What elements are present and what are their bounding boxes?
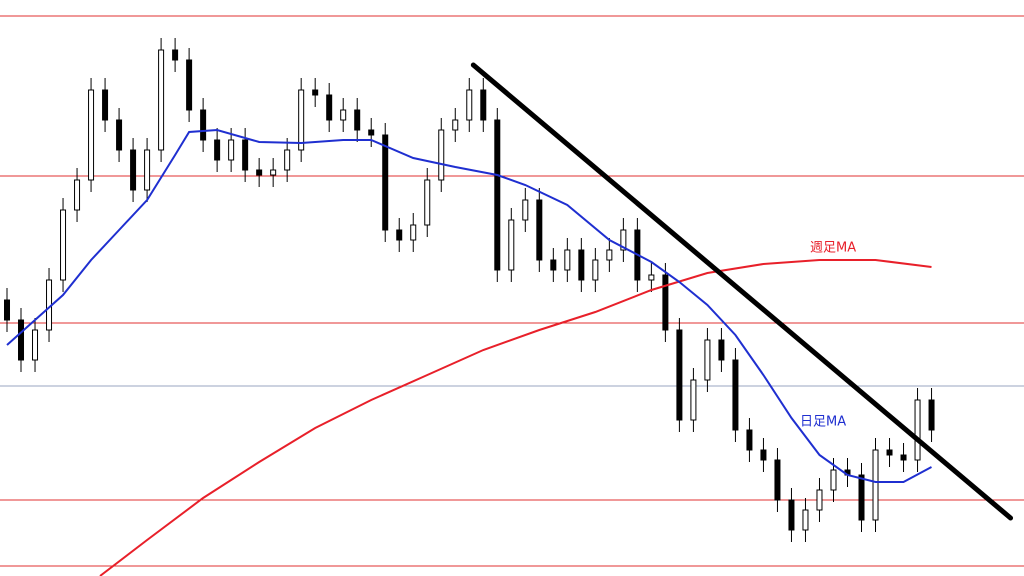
- candle-body: [774, 459, 781, 501]
- candle-body: [522, 199, 529, 221]
- candle-body: [410, 224, 417, 241]
- candle-body: [802, 509, 809, 531]
- candle-body: [928, 399, 935, 431]
- candle-body: [830, 469, 837, 491]
- candle-body: [718, 339, 725, 361]
- candle-body: [592, 259, 599, 281]
- candle-body: [32, 329, 39, 361]
- candle-body: [704, 339, 711, 381]
- candle-body: [648, 274, 655, 281]
- candle-body: [18, 319, 25, 361]
- candle-body: [130, 149, 137, 191]
- candle-body: [242, 139, 249, 171]
- moving-average-line: [99, 259, 932, 576]
- candle-body: [200, 109, 207, 141]
- candle-body: [284, 149, 291, 171]
- candle-body: [60, 209, 67, 281]
- candle-body: [438, 129, 445, 181]
- candle-body: [508, 219, 515, 271]
- candle-body: [158, 49, 165, 151]
- candle-body: [88, 89, 95, 181]
- candle-body: [4, 299, 11, 321]
- candle-body: [256, 169, 263, 176]
- candle-body: [424, 179, 431, 226]
- candle-body: [578, 249, 585, 281]
- candle-body: [550, 259, 557, 271]
- candle-body: [914, 399, 921, 461]
- candle-body: [186, 59, 193, 111]
- candle-body: [872, 449, 879, 521]
- candle-body: [298, 89, 305, 151]
- candle-body: [396, 229, 403, 241]
- candle-body: [816, 489, 823, 511]
- candle-body: [214, 139, 221, 161]
- candle-body: [312, 89, 319, 96]
- candle-body: [144, 149, 151, 191]
- candle-body: [466, 89, 473, 121]
- series-label: 週足MA: [810, 241, 856, 256]
- candle-body: [662, 274, 669, 331]
- candle-body: [480, 89, 487, 121]
- candle-body: [900, 454, 907, 461]
- moving-average-line: [6, 128, 932, 483]
- candle-body: [354, 109, 361, 131]
- candle-body: [368, 129, 375, 136]
- candle-body: [564, 249, 571, 271]
- candle-body: [746, 429, 753, 451]
- candle-body: [494, 119, 501, 271]
- candle-body: [382, 134, 389, 231]
- series-label: 日足MA: [800, 415, 846, 430]
- candle-body: [74, 179, 81, 211]
- candle-body: [858, 474, 865, 521]
- candle-body: [270, 169, 277, 176]
- candle-body: [732, 359, 739, 431]
- candle-body: [172, 49, 179, 61]
- candle-body: [760, 449, 767, 461]
- candle-body: [452, 119, 459, 131]
- candle-body: [326, 94, 333, 121]
- candle-body: [886, 449, 893, 456]
- trend-line: [470, 62, 1014, 521]
- candle-body: [536, 199, 543, 261]
- candle-body: [788, 499, 795, 531]
- candle-body: [676, 329, 683, 421]
- candle-body: [228, 139, 235, 161]
- candle-body: [620, 229, 627, 251]
- candle-body: [116, 119, 123, 151]
- candle-body: [340, 109, 347, 121]
- candle-body: [102, 89, 109, 121]
- candle-body: [690, 379, 697, 421]
- candle-body: [606, 249, 613, 261]
